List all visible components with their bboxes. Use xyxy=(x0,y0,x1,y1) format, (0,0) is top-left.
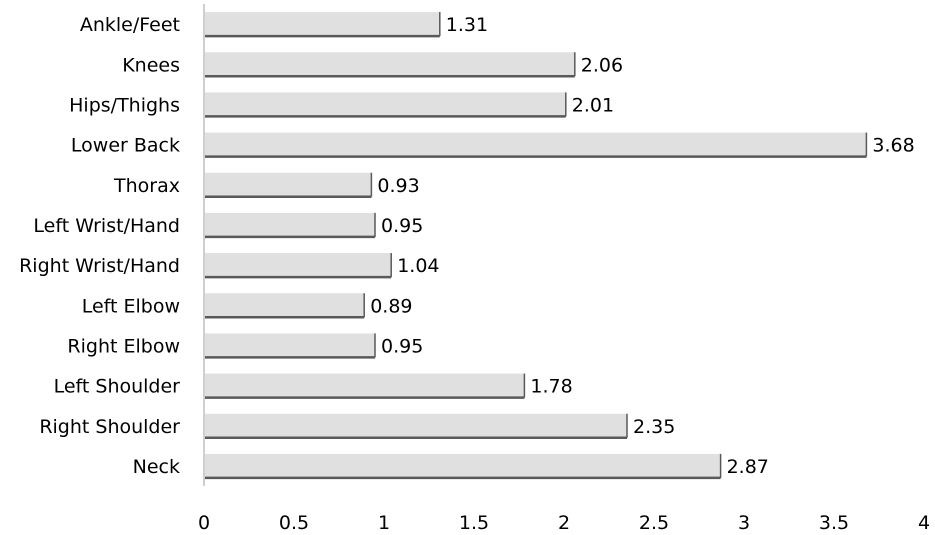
category-label: Ankle/Feet xyxy=(80,14,180,36)
value-labels-group: 1.31 2.06 2.01 3.68 0.93 0.95 1.04 0.89 0.95 1.78… xyxy=(370,14,915,478)
value-label: 0.95 xyxy=(381,335,423,357)
value-label: 1.04 xyxy=(397,255,439,277)
x-tick-labels-group: 0 0.5 1 1.5 2 2.5 3 3.5 4 xyxy=(198,512,930,534)
value-label: 2.35 xyxy=(633,416,675,438)
x-tick-label: 0.5 xyxy=(279,512,309,534)
value-label: 0.89 xyxy=(370,295,412,317)
category-label: Right Wrist/Hand xyxy=(19,255,180,277)
value-label: 0.93 xyxy=(377,175,419,197)
x-tick-label: 0 xyxy=(198,512,210,534)
category-label: Left Elbow xyxy=(82,295,180,317)
value-label: 2.06 xyxy=(581,54,623,76)
category-label: Right Shoulder xyxy=(39,416,180,438)
bar xyxy=(205,12,440,37)
category-label: Right Elbow xyxy=(67,335,180,357)
category-label: Left Wrist/Hand xyxy=(33,215,180,237)
category-label: Hips/Thighs xyxy=(69,94,180,116)
value-label: 2.87 xyxy=(727,456,769,478)
category-label: Knees xyxy=(122,54,180,76)
value-label: 0.95 xyxy=(381,215,423,237)
x-tick-label: 1 xyxy=(378,512,390,534)
value-label: 1.78 xyxy=(530,376,572,398)
category-label: Left Shoulder xyxy=(54,376,181,398)
bar xyxy=(205,172,372,197)
bars-group xyxy=(205,12,868,480)
value-label: 1.31 xyxy=(446,14,488,36)
bar xyxy=(205,132,867,157)
bar xyxy=(205,253,392,278)
value-label: 3.68 xyxy=(872,135,914,157)
category-label: Lower Back xyxy=(71,135,180,157)
bar xyxy=(205,212,375,237)
bar xyxy=(205,52,575,77)
x-tick-label: 3 xyxy=(738,512,750,534)
bar xyxy=(205,92,566,117)
bar xyxy=(205,333,375,358)
category-label: Neck xyxy=(133,456,180,478)
bar xyxy=(205,453,721,478)
x-tick-label: 2 xyxy=(558,512,570,534)
x-tick-label: 4 xyxy=(918,512,930,534)
x-tick-label: 3.5 xyxy=(819,512,849,534)
x-tick-label: 2.5 xyxy=(639,512,669,534)
x-tick-label: 1.5 xyxy=(459,512,489,534)
category-labels-group: Ankle/Feet Knees Hips/Thighs Lower Back Thor… xyxy=(19,14,180,478)
bar xyxy=(205,413,627,438)
value-label: 2.01 xyxy=(572,94,614,116)
bar xyxy=(205,293,365,318)
category-label: Thorax xyxy=(113,175,180,197)
bar xyxy=(205,373,525,398)
